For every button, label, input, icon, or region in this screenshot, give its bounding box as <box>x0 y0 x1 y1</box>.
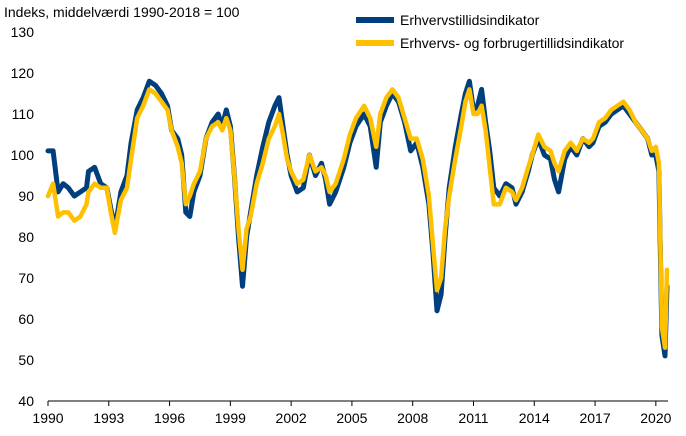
y-tick-label: 40 <box>18 393 34 409</box>
y-tick-label: 50 <box>18 352 34 368</box>
x-tick-label: 1990 <box>32 410 63 426</box>
y-axis-title: Indeks, middelværdi 1990-2018 = 100 <box>4 4 240 20</box>
x-tick-label: 2005 <box>336 410 367 426</box>
x-tick-label: 2011 <box>458 410 488 426</box>
x-tick-label: 2017 <box>579 410 610 426</box>
series-group <box>45 78 670 359</box>
y-tick-label: 130 <box>11 24 35 40</box>
y-axis-ticks: 40 50 60 70 80 90 100 110 120 130 <box>11 24 35 409</box>
legend-label-business: Erhvervstillidsindikator <box>400 12 540 28</box>
x-tick-label: 2008 <box>397 410 428 426</box>
x-tick-label: 2020 <box>640 410 671 426</box>
legend: Erhvervstillidsindikator Erhvervs- og fo… <box>356 12 624 51</box>
x-tick-label: 2014 <box>519 410 550 426</box>
y-tick-label: 80 <box>18 229 34 245</box>
x-axis-ticks: 1990 1993 1996 1999 2002 2005 2008 2011 2014 2017… <box>32 401 672 426</box>
y-tick-label: 90 <box>18 188 34 204</box>
x-tick-label: 1996 <box>154 410 185 426</box>
y-tick-label: 60 <box>18 311 34 327</box>
series-line-combined <box>45 87 670 350</box>
y-tick-label: 120 <box>11 65 35 81</box>
x-tick-label: 2002 <box>276 410 307 426</box>
x-tick-label: 1999 <box>215 410 246 426</box>
y-tick-label: 100 <box>11 147 35 163</box>
legend-label-combined: Erhvervs- og forbrugertillidsindikator <box>400 35 624 51</box>
series-line-business <box>45 78 670 359</box>
y-tick-label: 110 <box>12 106 35 122</box>
y-tick-label: 70 <box>18 270 34 286</box>
x-tick-label: 1993 <box>93 410 124 426</box>
